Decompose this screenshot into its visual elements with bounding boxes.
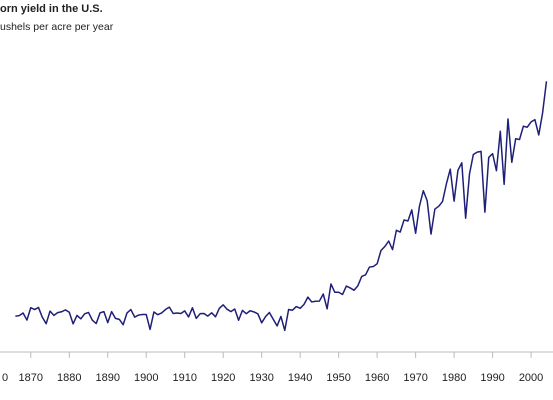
x-tick-label: 1970 [403, 372, 427, 384]
x-tick-label: 1930 [249, 372, 273, 384]
x-tick-label: 1990 [480, 372, 504, 384]
x-tick-label: 1880 [57, 372, 81, 384]
chart-title: orn yield in the U.S. [0, 3, 103, 15]
x-tick-label: 1890 [96, 372, 120, 384]
x-tick-label: 1870 [19, 372, 43, 384]
x-tick-label: 2000 [519, 372, 543, 384]
x-tick-label: 1940 [288, 372, 312, 384]
x-tick-label: 1920 [211, 372, 235, 384]
line-series [15, 81, 548, 332]
x-tick-label: 1950 [326, 372, 350, 384]
chart-subtitle: ushels per acre per year [0, 21, 114, 33]
x-tick-label: 1960 [365, 372, 389, 384]
x-tick-label: 1910 [172, 372, 196, 384]
x-tick-label: 0 [2, 372, 8, 384]
x-tick-label: 1900 [134, 372, 158, 384]
x-tick-label: 1980 [442, 372, 466, 384]
